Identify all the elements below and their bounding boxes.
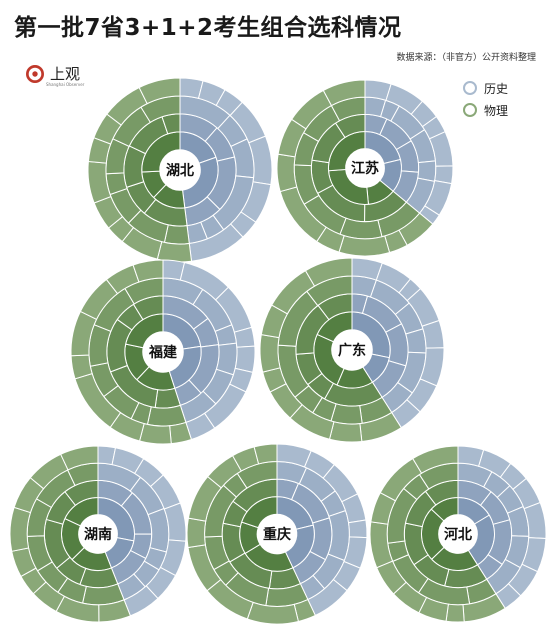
physics-segment <box>156 241 193 263</box>
physics-segment <box>259 334 281 373</box>
province-label: 湖南 <box>84 526 112 543</box>
province-label: 江苏 <box>351 160 379 177</box>
physics-segment <box>304 257 353 287</box>
center-hole <box>142 331 184 373</box>
sunburst-1: 江苏 <box>276 79 454 257</box>
center-hole <box>438 514 478 554</box>
physics-segment <box>339 217 383 240</box>
physics-segment <box>132 259 164 283</box>
sunburst-3: 广东 <box>259 257 445 443</box>
center-hole <box>257 514 297 554</box>
legend-swatch-history <box>463 81 477 95</box>
sunburst-5: 重庆 <box>186 443 368 625</box>
physics-segment <box>9 506 32 552</box>
sunburst-4: 湖南 <box>9 445 187 623</box>
physics-segment <box>338 235 391 257</box>
history-segment <box>347 519 368 539</box>
legend-swatch-physics <box>463 103 477 117</box>
history-segment <box>147 507 170 553</box>
legend-item-history: 历史 <box>463 77 508 99</box>
data-source-note: 数据来源：（非官方）公开资料整理 <box>396 53 536 63</box>
physics-segment <box>186 517 207 549</box>
sunburst-6: 河北 <box>369 445 547 623</box>
center-hole <box>159 149 201 191</box>
history-segment <box>421 319 445 349</box>
physics-segment <box>445 603 465 623</box>
sunburst-0: 湖北 <box>87 77 273 263</box>
physics-segment <box>276 153 298 193</box>
province-label: 福建 <box>148 344 177 361</box>
logo: 上观 Shanghai Observer <box>26 63 96 91</box>
physics-segment <box>328 421 363 443</box>
physics-segment <box>138 77 181 105</box>
legend-label-physics: 物理 <box>484 103 509 118</box>
center-hole <box>345 148 385 188</box>
province-label: 重庆 <box>263 526 291 543</box>
chart-legend: 历史 物理 <box>463 77 508 121</box>
province-label: 广东 <box>338 342 366 359</box>
sunburst-2: 福建 <box>70 259 256 445</box>
legend-label-history: 历史 <box>484 81 509 96</box>
logo-text: 上观 <box>50 65 81 83</box>
physics-segment <box>60 445 99 471</box>
center-hole <box>331 329 373 371</box>
history-segment <box>234 345 256 373</box>
logo-subtext: Shanghai Observer <box>46 82 85 87</box>
physics-segment <box>79 567 119 589</box>
physics-segment <box>412 445 459 474</box>
legend-item-physics: 物理 <box>463 99 508 121</box>
province-label: 湖北 <box>166 163 194 179</box>
physics-segment <box>163 224 190 245</box>
physics-segment <box>322 79 366 107</box>
physics-segment <box>138 423 172 445</box>
physics-segment <box>253 443 278 465</box>
logo-icon <box>26 65 44 83</box>
center-hole <box>78 514 118 554</box>
page-title: 第一批7省3+1+2考生组合选科情况 <box>14 15 402 41</box>
physics-segment <box>146 404 187 427</box>
province-label: 河北 <box>444 526 472 543</box>
